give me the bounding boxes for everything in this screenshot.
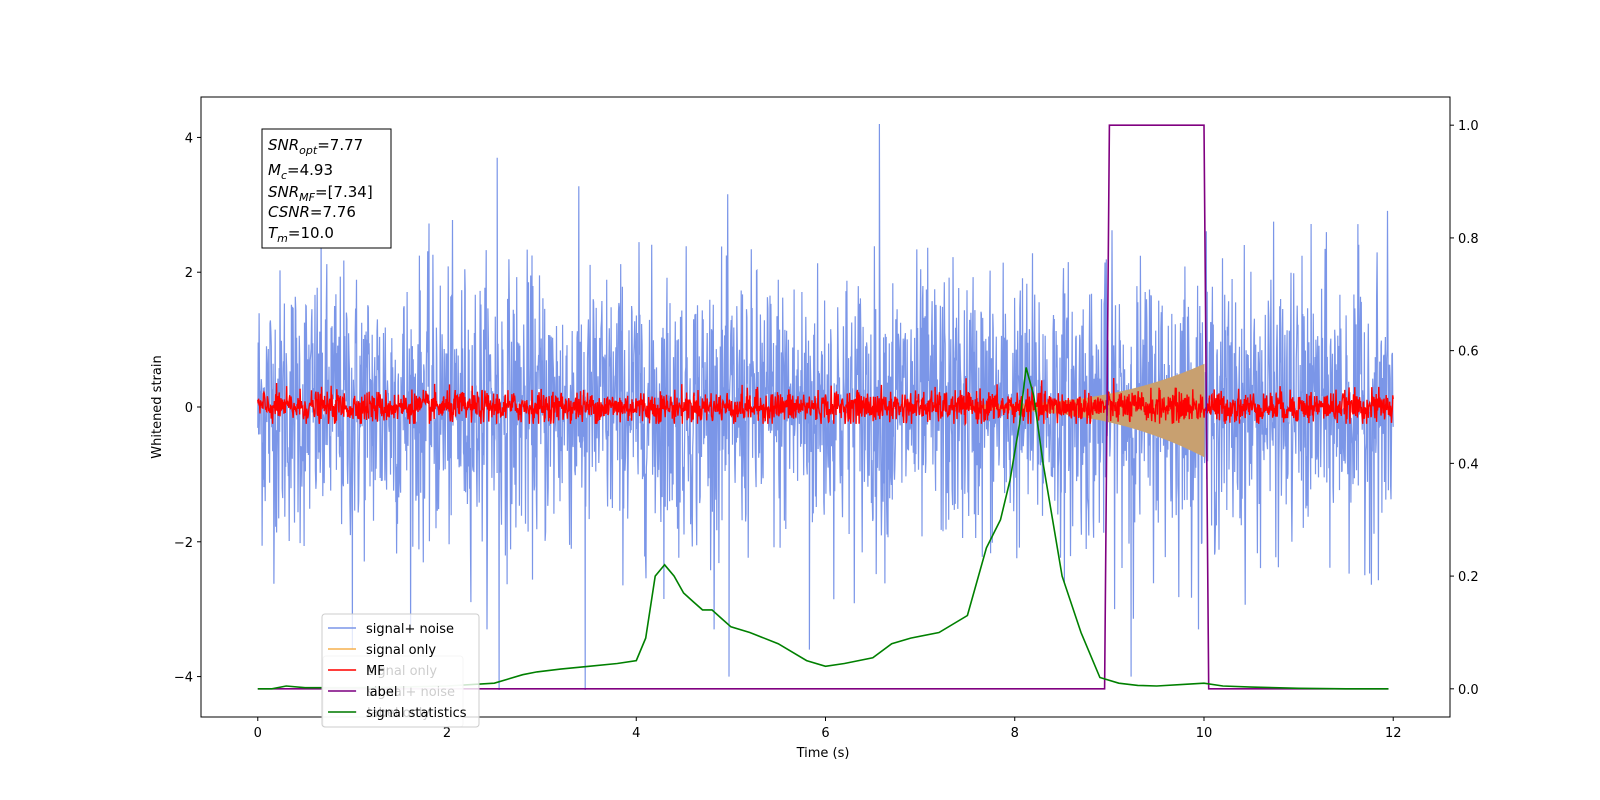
- y2-tick-label: 0.8: [1458, 232, 1479, 247]
- legend-label: MF: [366, 664, 385, 679]
- y2-tick-label: 1.0: [1458, 119, 1479, 134]
- series-label: [257, 124, 1389, 690]
- legend-label: signal only: [366, 643, 436, 658]
- y-tick-label: 4: [185, 131, 193, 146]
- x-tick-label: 8: [1011, 726, 1019, 741]
- y-tick-label: −2: [174, 536, 193, 551]
- annotation-snr-mf: SNRMF=[7.34]: [268, 183, 373, 204]
- annotation-tm: Tm=10.0: [268, 224, 334, 245]
- x-tick-label: 2: [443, 726, 451, 741]
- label-line: [257, 124, 1389, 690]
- x-tick-label: 4: [632, 726, 640, 741]
- stats-annotation-box: SNRopt=7.77 Mc=4.93 SNRMF=[7.34] CSNR=7.…: [261, 128, 392, 249]
- legend-label: label: [366, 685, 397, 700]
- legend: signal+ noise signal only MF label signal st…: [321, 613, 480, 728]
- legend-box: [321, 613, 480, 728]
- y-tick-label: 0: [185, 401, 193, 416]
- x-tick-label: 6: [821, 726, 829, 741]
- signal-statistics-line: [257, 367, 1389, 690]
- series-mf: [257, 377, 1394, 427]
- x-tick-label: 12: [1385, 726, 1402, 741]
- annotation-csnr: CSNR=7.76: [268, 203, 356, 221]
- y2-tick-label: 0.4: [1458, 457, 1479, 472]
- series-signal-statistics: [257, 367, 1389, 690]
- legend-label: signal+ noise: [366, 622, 454, 637]
- mf-line: [257, 377, 1394, 427]
- y-axis-left: −4 −2 0 2 4: [174, 131, 201, 686]
- y2-tick-label: 0.6: [1458, 345, 1479, 360]
- annotation-mc: Mc=4.93: [268, 161, 333, 182]
- legend-label: signal statistics: [366, 706, 467, 721]
- y-tick-label: −4: [174, 671, 193, 686]
- y2-tick-label: 0.0: [1458, 683, 1479, 698]
- annotation-snr-opt: SNRopt=7.77: [268, 136, 363, 157]
- x-axis-label: Time (s): [796, 746, 850, 761]
- y-tick-label: 2: [185, 266, 193, 281]
- x-axis: 0 2 4 6 8 10 12: [254, 717, 1402, 741]
- y-axis-right: 0.0 0.2 0.4 0.6 0.8 1.0: [1450, 119, 1479, 698]
- y-axis-label: Whitened strain: [150, 355, 165, 458]
- x-tick-label: 10: [1196, 726, 1213, 741]
- y2-tick-label: 0.2: [1458, 570, 1479, 585]
- x-tick-label: 0: [254, 726, 262, 741]
